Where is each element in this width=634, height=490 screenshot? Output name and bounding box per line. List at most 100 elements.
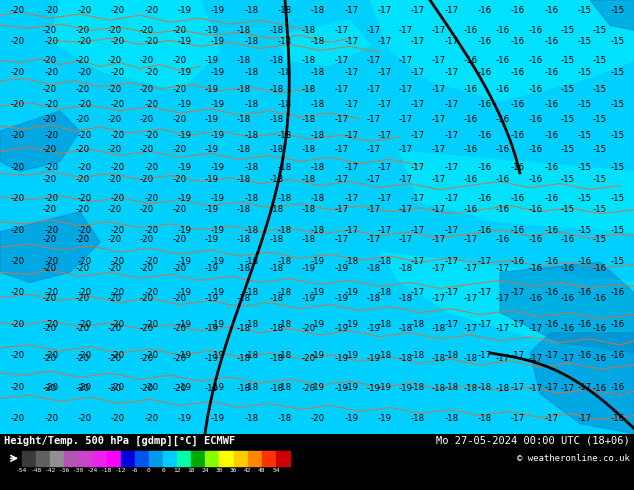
Text: -15: -15 [578, 163, 592, 172]
Text: -20: -20 [77, 100, 92, 109]
Text: -19: -19 [211, 69, 225, 77]
Text: -18: -18 [411, 414, 425, 423]
Text: -18: -18 [278, 288, 292, 297]
Text: -20: -20 [11, 163, 25, 172]
Text: -17: -17 [528, 324, 542, 333]
Text: -20: -20 [11, 351, 25, 360]
Text: -16: -16 [511, 37, 525, 46]
Text: -17: -17 [444, 225, 458, 235]
Text: -16: -16 [511, 69, 525, 77]
Text: 12: 12 [174, 468, 181, 473]
Text: -20: -20 [75, 384, 89, 393]
Bar [22, 451, 36, 466]
Text: -17: -17 [378, 69, 392, 77]
Text: -17: -17 [496, 324, 510, 333]
Text: -15: -15 [560, 175, 574, 184]
Text: -20: -20 [140, 26, 154, 35]
Text: -17: -17 [496, 354, 510, 363]
Text: -15: -15 [560, 145, 574, 154]
Text: -15: -15 [578, 69, 592, 77]
Text: -19: -19 [366, 354, 380, 363]
Text: -16: -16 [477, 69, 492, 77]
Text: -19: -19 [178, 288, 191, 297]
Text: -17: -17 [366, 85, 380, 95]
Text: -20: -20 [77, 414, 92, 423]
Text: -16: -16 [528, 115, 542, 124]
Text: -17: -17 [378, 37, 392, 46]
Text: -20: -20 [11, 225, 25, 235]
Text: -20: -20 [172, 265, 186, 273]
Text: -18: -18 [237, 175, 251, 184]
Text: -19: -19 [311, 288, 325, 297]
Text: -18: -18 [278, 257, 292, 266]
Text: -17: -17 [444, 131, 458, 140]
Text: -18: -18 [311, 163, 325, 172]
Text: -20: -20 [145, 351, 158, 360]
Text: -20: -20 [140, 175, 154, 184]
Text: -18: -18 [244, 194, 259, 203]
Text: -15: -15 [593, 205, 607, 214]
Text: -17: -17 [411, 225, 425, 235]
Text: -17: -17 [444, 69, 458, 77]
Text: 36: 36 [230, 468, 237, 473]
Text: -20: -20 [77, 5, 92, 15]
Text: -18: -18 [269, 205, 283, 214]
Text: -19: -19 [178, 37, 191, 46]
Polygon shape [370, 0, 634, 101]
Text: -20: -20 [140, 145, 154, 154]
Text: -19: -19 [334, 324, 348, 333]
Polygon shape [590, 0, 634, 30]
Text: -16: -16 [463, 26, 477, 35]
Text: -20: -20 [43, 384, 57, 393]
Text: -16: -16 [593, 265, 607, 273]
Text: -18: -18 [463, 384, 477, 393]
Text: -17: -17 [578, 414, 592, 423]
Text: -20: -20 [77, 320, 92, 329]
Text: -15: -15 [593, 175, 607, 184]
Text: -19: -19 [378, 414, 392, 423]
Text: -20: -20 [172, 55, 186, 65]
Text: -20: -20 [140, 205, 154, 214]
Text: -18: -18 [244, 69, 259, 77]
Text: -16: -16 [544, 5, 559, 15]
Text: -30: -30 [73, 468, 84, 473]
Text: -18: -18 [237, 85, 251, 95]
Text: 42: 42 [244, 468, 252, 473]
Text: -20: -20 [111, 69, 125, 77]
Text: -20: -20 [145, 383, 158, 392]
Text: -18: -18 [302, 85, 316, 95]
Text: -16: -16 [528, 265, 542, 273]
Text: -36: -36 [59, 468, 70, 473]
Text: -18: -18 [278, 131, 292, 140]
Text: -19: -19 [311, 383, 325, 392]
Text: -18: -18 [311, 100, 325, 109]
Text: -20: -20 [44, 351, 58, 360]
Text: -18: -18 [302, 235, 316, 244]
Text: -19: -19 [178, 194, 191, 203]
Text: -19: -19 [178, 225, 191, 235]
Text: -18: -18 [431, 354, 445, 363]
Text: -20: -20 [111, 257, 125, 266]
Text: -19: -19 [211, 194, 225, 203]
Text: -20: -20 [145, 37, 158, 46]
Text: -20: -20 [108, 265, 122, 273]
Text: -16: -16 [496, 85, 510, 95]
Text: -17: -17 [334, 85, 348, 95]
Text: -20: -20 [172, 354, 186, 363]
Text: -15: -15 [578, 5, 592, 15]
Text: -17: -17 [431, 175, 445, 184]
Text: -20: -20 [44, 37, 58, 46]
Text: -20: -20 [44, 288, 58, 297]
Text: -20: -20 [111, 320, 125, 329]
Text: -16: -16 [463, 145, 477, 154]
Text: -17: -17 [511, 320, 525, 329]
Text: -15: -15 [560, 85, 574, 95]
Text: -18: -18 [311, 5, 325, 15]
Text: -17: -17 [344, 194, 358, 203]
Text: -20: -20 [302, 384, 316, 393]
Text: -20: -20 [172, 384, 186, 393]
Text: -17: -17 [411, 5, 425, 15]
Text: -16: -16 [511, 194, 525, 203]
Polygon shape [280, 20, 370, 66]
Text: -15: -15 [611, 37, 625, 46]
